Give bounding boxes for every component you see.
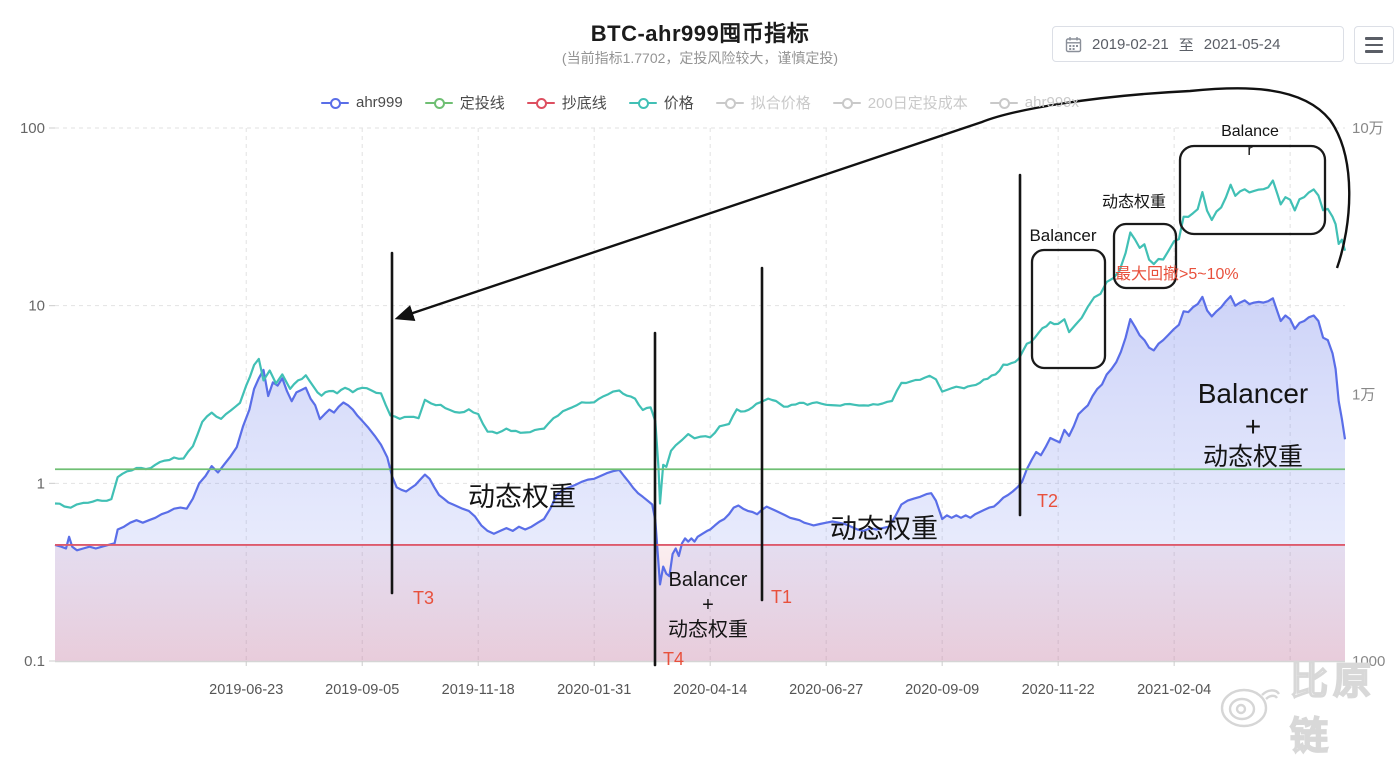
y-axis-left-label: 100	[20, 120, 45, 137]
x-axis-label: 2020-04-14	[673, 682, 747, 698]
watermark-text: 比原链	[1289, 660, 1377, 759]
y-axis-left-label: 1	[37, 475, 45, 492]
legend-item-200day-cost[interactable]: 200日定投成本	[832, 92, 968, 113]
legend-label: 定投线	[459, 95, 505, 112]
balancer-annotation-box	[1030, 248, 1107, 370]
annotation-balancer-plus-dynamic-right: Balancer + 动态权重	[1148, 377, 1358, 473]
legend-item-nihe-jiage[interactable]: 拟合价格	[715, 92, 811, 113]
line-circle-marker-icon	[526, 97, 555, 109]
y-axis-right-label: 1000	[1352, 653, 1385, 670]
legend-label: 200日定投成本	[867, 95, 968, 112]
hamburger-icon	[1365, 37, 1383, 40]
start-date-field[interactable]: 2019-02-21	[1092, 35, 1169, 53]
annotation-line: Balance	[1221, 123, 1279, 140]
legend-item-ahr999[interactable]: ahr999	[320, 92, 403, 113]
x-axis-label: 2020-09-09	[905, 682, 979, 698]
series-area-ahr999	[55, 296, 1345, 661]
annotation-t1: T1	[771, 587, 793, 607]
chart-legend: ahr999 定投线 抄底线 价格 拟合价格 200日定投成本 ahr999x	[0, 92, 1400, 113]
date-range-picker[interactable]: 2019-02-21 至 2021-05-24	[1052, 26, 1344, 62]
annotation-t3: T3	[413, 588, 435, 608]
y-axis-right-label: 1万	[1352, 387, 1375, 404]
annotation-max-drawdown: 最大回撤>5~10%	[1115, 266, 1239, 283]
annotation-line: r	[1247, 141, 1253, 159]
annotation-line: Balancer	[1197, 378, 1309, 409]
annotation-line: +	[1244, 411, 1262, 443]
x-axis-label: 2021-02-04	[1137, 682, 1211, 698]
legend-item-dingtouxian[interactable]: 定投线	[424, 92, 505, 113]
x-axis-label: 2019-11-18	[442, 682, 515, 698]
line-circle-marker-icon	[715, 97, 744, 109]
legend-label: 价格	[663, 95, 694, 112]
line-circle-marker-icon	[424, 97, 453, 109]
line-circle-marker-icon	[989, 97, 1018, 109]
x-axis-label: 2020-01-31	[557, 682, 631, 698]
hamburger-menu-button[interactable]	[1354, 26, 1394, 64]
x-axis-label: 2019-06-23	[209, 682, 283, 698]
chart-canvas[interactable]: 2019-06-23 2019-09-05 2019-11-18 2020-01-31…	[0, 0, 1400, 710]
annotation-t4: T4	[663, 649, 685, 669]
page-subtitle: (当前指标1.7702，定投风险较大，谨慎定投)	[561, 50, 839, 66]
annotation-line: +	[702, 594, 714, 616]
y-axis-left-label: 10	[28, 298, 45, 315]
annotation-line: Balancer	[668, 569, 748, 591]
series-line-ahr999	[54, 295, 1347, 586]
line-circle-marker-icon	[628, 97, 657, 109]
balancer-top-annotation-box	[1178, 144, 1327, 236]
annotation-dynamic-weight-small: 动态权重	[1101, 194, 1166, 211]
x-axis-label: 2020-06-27	[789, 682, 863, 698]
bytom-logo-icon	[1218, 681, 1282, 729]
annotation-dynamic-weight-left: 动态权重	[468, 482, 576, 512]
series-line-价格	[54, 179, 1347, 509]
legend-label: ahr999	[355, 94, 403, 111]
x-axis-label: 2020-11-22	[1022, 682, 1095, 698]
annotation-balancer-plus-dynamic-mid: Balancer + 动态权重	[628, 568, 788, 643]
annotation-dynamic-weight-mid: 动态权重	[830, 514, 938, 544]
watermark: 比原链	[1218, 650, 1400, 760]
dynamic-weight-annotation-box	[1112, 222, 1178, 290]
end-date-field[interactable]: 2021-05-24	[1203, 35, 1281, 53]
legend-item-chaodixian[interactable]: 抄底线	[526, 92, 607, 113]
calendar-icon	[1065, 36, 1082, 53]
y-axis-left-label: 0.1	[24, 653, 45, 670]
x-axis-label: 2019-09-05	[325, 682, 399, 698]
curved-annotation-arrow	[394, 87, 1351, 321]
y-axis-right-label: 10万	[1352, 120, 1384, 137]
series-layer	[54, 179, 1347, 661]
line-circle-marker-icon	[320, 97, 349, 109]
annotation-t2: T2	[1037, 491, 1059, 511]
date-separator: 至	[1178, 36, 1194, 54]
annotation-balancer-wrapped: Balance r	[1180, 123, 1320, 160]
axis-layer: 2019-06-23 2019-09-05 2019-11-18 2020-01-31…	[20, 120, 1385, 698]
legend-item-ahr999x[interactable]: ahr999x	[989, 92, 1080, 113]
page-title: BTC-ahr999囤币指标	[590, 21, 810, 46]
annotation-line: 动态权重	[1202, 443, 1303, 472]
legend-label: ahr999x	[1024, 94, 1080, 111]
legend-item-jiage[interactable]: 价格	[628, 92, 694, 113]
annotation-line: 动态权重	[668, 619, 748, 641]
legend-label: 拟合价格	[750, 95, 811, 112]
annotation-balancer-small: Balancer	[1029, 226, 1097, 245]
line-circle-marker-icon	[832, 97, 861, 109]
legend-label: 抄底线	[561, 95, 607, 112]
